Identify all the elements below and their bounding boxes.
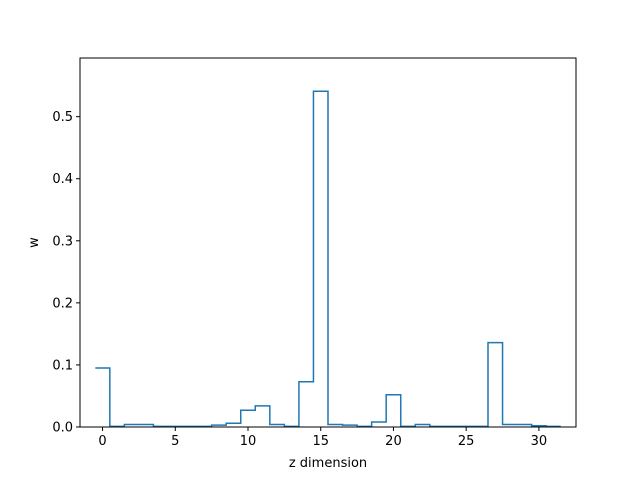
x-axis-label: z dimension (289, 456, 367, 471)
x-axis: 0 5 10 15 20 25 30 (98, 427, 547, 449)
x-tick-label: 5 (171, 434, 179, 449)
y-tick-label: 0.5 (52, 110, 73, 125)
x-tick-label: 20 (385, 434, 402, 449)
y-tick-label: 0.2 (52, 296, 73, 311)
y-axis-label: w (27, 237, 42, 248)
x-tick-label: 25 (458, 434, 475, 449)
x-tick-label: 15 (312, 434, 329, 449)
y-axis: 0.0 0.1 0.2 0.3 0.4 0.5 (52, 110, 80, 436)
y-tick-label: 0.0 (52, 421, 73, 436)
axes-frame (79, 57, 577, 428)
y-tick-label: 0.1 (52, 358, 73, 373)
x-tick-label: 10 (240, 434, 257, 449)
plot-area (95, 90, 561, 428)
y-tick-label: 0.4 (52, 172, 73, 187)
x-tick-label: 0 (98, 434, 106, 449)
y-tick-label: 0.3 (52, 234, 73, 249)
series-line (95, 90, 561, 428)
x-tick-label: 30 (531, 434, 548, 449)
